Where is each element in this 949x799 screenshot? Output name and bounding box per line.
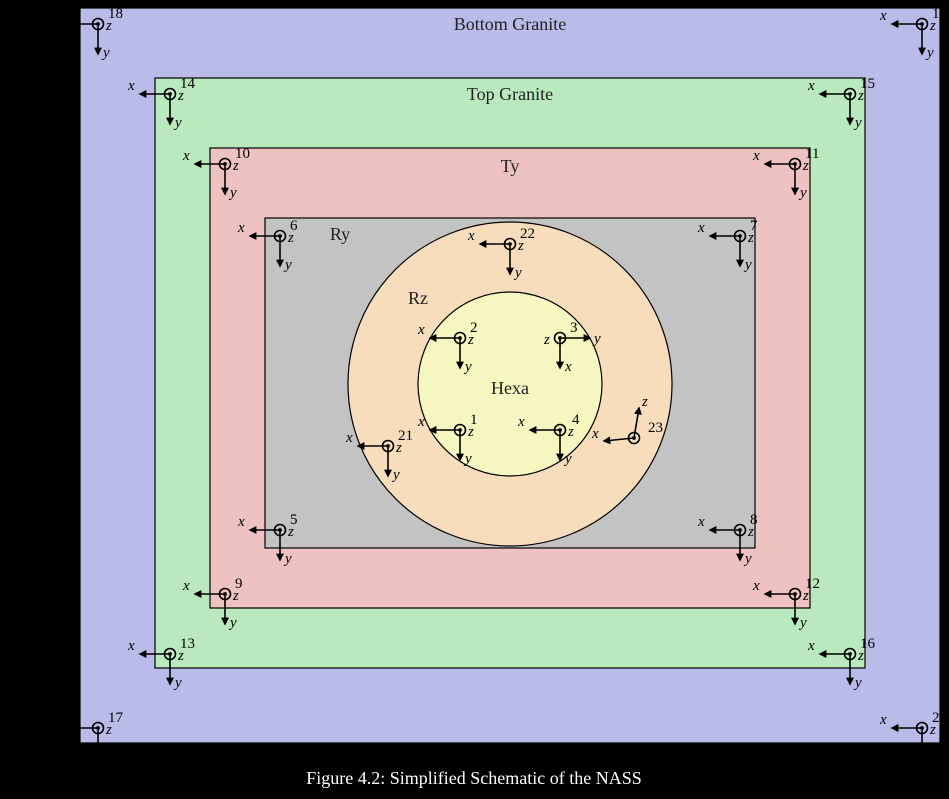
svg-text:y: y: [283, 257, 292, 273]
svg-text:x: x: [237, 514, 245, 530]
frame-num-13: 13: [180, 636, 195, 652]
svg-text:y: y: [743, 551, 752, 567]
svg-text:y: y: [173, 675, 182, 691]
svg-text:y: y: [228, 185, 237, 201]
diagram-canvas: Bottom GraniteTop GraniteTyRyRzHexazxy1z…: [0, 0, 949, 799]
svg-text:y: y: [101, 45, 110, 61]
svg-text:x: x: [417, 322, 425, 338]
svg-text:y: y: [228, 615, 237, 631]
svg-text:x: x: [517, 414, 525, 430]
frame-num-17: 17: [108, 710, 124, 726]
svg-text:x: x: [127, 638, 135, 654]
svg-text:x: x: [564, 359, 572, 375]
svg-text:y: y: [925, 45, 934, 61]
svg-text:x: x: [879, 8, 887, 24]
svg-text:x: x: [807, 78, 815, 94]
frame-num-10: 10: [235, 146, 250, 162]
frame-num-9: 9: [235, 576, 243, 592]
svg-text:x: x: [182, 578, 190, 594]
svg-text:x: x: [697, 514, 705, 530]
svg-text:x: x: [807, 638, 815, 654]
frame-num-22: 22: [520, 226, 535, 242]
svg-text:x: x: [55, 8, 63, 24]
svg-text:x: x: [182, 148, 190, 164]
svg-text:y: y: [391, 467, 400, 483]
svg-text:x: x: [467, 228, 475, 244]
frame-num-23: 23: [648, 420, 663, 436]
label-ty: Ty: [501, 156, 520, 176]
frame-num-5: 5: [290, 512, 298, 528]
svg-text:y: y: [101, 749, 110, 765]
svg-text:y: y: [463, 451, 472, 467]
svg-text:z: z: [543, 332, 550, 348]
svg-text:y: y: [173, 115, 182, 131]
svg-text:x: x: [55, 712, 63, 728]
svg-text:y: y: [592, 331, 601, 347]
svg-text:x: x: [879, 712, 887, 728]
frame-num-12: 12: [805, 576, 820, 592]
frame-num-3: 3: [570, 320, 578, 336]
svg-text:y: y: [798, 185, 807, 201]
svg-text:x: x: [752, 578, 760, 594]
frame-num-14: 14: [180, 76, 196, 92]
frame-num-1: 1: [470, 412, 478, 428]
label-hexa: Hexa: [491, 378, 529, 398]
svg-text:x: x: [417, 414, 425, 430]
svg-text:y: y: [743, 257, 752, 273]
svg-text:x: x: [237, 220, 245, 236]
svg-text:y: y: [853, 675, 862, 691]
frame-num-6: 6: [290, 218, 298, 234]
frame-num-18: 18: [108, 6, 123, 22]
frame-num-16: 16: [860, 636, 876, 652]
svg-text:z: z: [641, 394, 648, 410]
frame-num-20: 20: [932, 710, 947, 726]
frame-num-2: 2: [470, 320, 478, 336]
label-top-granite: Top Granite: [467, 84, 553, 104]
svg-text:y: y: [853, 115, 862, 131]
frame-num-7: 7: [750, 218, 758, 234]
svg-text:y: y: [463, 359, 472, 375]
svg-text:y: y: [563, 451, 572, 467]
svg-text:y: y: [283, 551, 292, 567]
svg-text:x: x: [697, 220, 705, 236]
svg-text:x: x: [591, 426, 599, 442]
frame-num-15: 15: [860, 76, 875, 92]
svg-text:x: x: [127, 78, 135, 94]
frame-num-21: 21: [398, 428, 413, 444]
svg-text:y: y: [513, 265, 522, 281]
frame-num-11: 11: [805, 146, 819, 162]
frame-num-19: 19: [932, 6, 947, 22]
frame-num-8: 8: [750, 512, 758, 528]
svg-text:x: x: [345, 430, 353, 446]
frame-num-4: 4: [572, 412, 580, 428]
label-ry: Ry: [330, 224, 350, 244]
figure-caption: Figure 4.2: Simplified Schematic of the …: [306, 768, 641, 788]
label-rz: Rz: [408, 288, 428, 308]
label-bottom-granite: Bottom Granite: [454, 14, 566, 34]
svg-text:x: x: [752, 148, 760, 164]
svg-text:y: y: [925, 749, 934, 765]
svg-text:y: y: [798, 615, 807, 631]
